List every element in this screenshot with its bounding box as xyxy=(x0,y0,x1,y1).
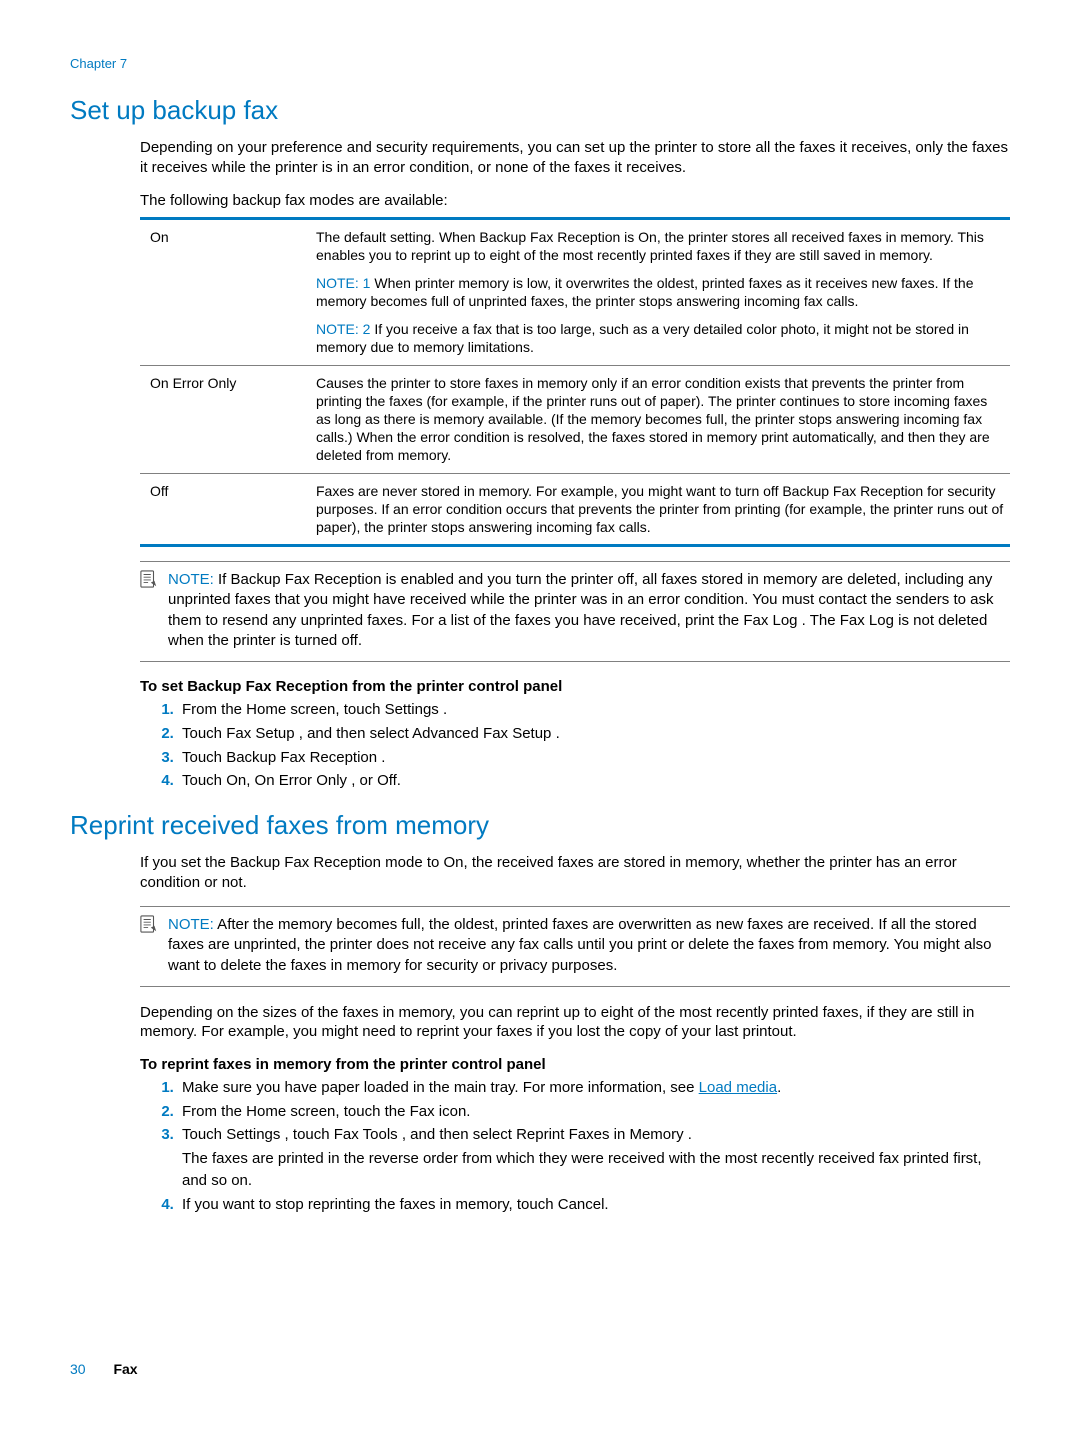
footer-section: Fax xyxy=(113,1361,137,1377)
table-row: On Error Only Causes the printer to stor… xyxy=(140,365,1010,473)
note-content: NOTE: If Backup Fax Reception is enabled… xyxy=(168,570,1010,651)
table-row: On The default setting. When Backup Fax … xyxy=(140,218,1010,365)
procedure-steps: Make sure you have paper loaded in the m… xyxy=(140,1077,1010,1216)
note-label: NOTE: xyxy=(168,571,214,588)
note-text: If you receive a fax that is too large, … xyxy=(316,321,969,355)
mode-text: The default setting. When Backup Fax Rec… xyxy=(316,228,1004,264)
mode-note-1: NOTE: 1 When printer memory is low, it o… xyxy=(316,274,1004,310)
step: Make sure you have paper loaded in the m… xyxy=(178,1077,1010,1099)
note-label: NOTE: 1 xyxy=(316,275,370,291)
procedure-steps: From the Home screen, touch Settings . T… xyxy=(140,699,1010,792)
intro-paragraph: If you set the Backup Fax Reception mode… xyxy=(140,853,1010,892)
note-label: NOTE: xyxy=(168,916,214,933)
step: If you want to stop reprinting the faxes… xyxy=(178,1194,1010,1216)
step-text-post: . xyxy=(777,1079,781,1096)
body-paragraph: Depending on the sizes of the faxes in m… xyxy=(140,1003,1010,1042)
note-content: NOTE: After the memory becomes full, the… xyxy=(168,915,1010,976)
mode-description: The default setting. When Backup Fax Rec… xyxy=(316,218,1010,365)
section-title-backup-fax: Set up backup fax xyxy=(70,95,1010,126)
table-lead-in: The following backup fax modes are avail… xyxy=(140,191,1010,211)
page-footer: 30 Fax xyxy=(70,1361,138,1377)
note-body: After the memory becomes full, the oldes… xyxy=(168,916,992,974)
step-text-pre: Make sure you have paper loaded in the m… xyxy=(182,1079,699,1096)
step-text: Touch Settings , touch Fax Tools , and t… xyxy=(182,1126,692,1143)
step: Touch Backup Fax Reception . xyxy=(178,747,1010,769)
step: Touch Settings , touch Fax Tools , and t… xyxy=(178,1124,1010,1191)
note-icon xyxy=(140,915,164,976)
section-title-reprint: Reprint received faxes from memory xyxy=(70,810,1010,841)
step: From the Home screen, touch Settings . xyxy=(178,699,1010,721)
step: Touch Fax Setup , and then select Advanc… xyxy=(178,723,1010,745)
step: From the Home screen, touch the Fax icon… xyxy=(178,1101,1010,1123)
mode-label: Off xyxy=(140,473,316,546)
note-icon xyxy=(140,570,164,651)
note-label: NOTE: 2 xyxy=(316,321,370,337)
step: Touch On, On Error Only , or Off. xyxy=(178,770,1010,792)
procedure-heading: To set Backup Fax Reception from the pri… xyxy=(140,678,1010,695)
mode-label: On xyxy=(140,218,316,365)
backup-modes-table: On The default setting. When Backup Fax … xyxy=(140,217,1010,548)
procedure-heading: To reprint faxes in memory from the prin… xyxy=(140,1056,1010,1073)
note-block: NOTE: If Backup Fax Reception is enabled… xyxy=(140,561,1010,662)
step-continuation: The faxes are printed in the reverse ord… xyxy=(182,1148,1010,1192)
table-row: Off Faxes are never stored in memory. Fo… xyxy=(140,473,1010,546)
note-block: NOTE: After the memory becomes full, the… xyxy=(140,906,1010,987)
mode-description: Causes the printer to store faxes in mem… xyxy=(316,365,1010,473)
intro-paragraph: Depending on your preference and securit… xyxy=(140,138,1010,177)
chapter-label: Chapter 7 xyxy=(70,56,1010,71)
mode-note-2: NOTE: 2 If you receive a fax that is too… xyxy=(316,320,1004,356)
note-body: If Backup Fax Reception is enabled and y… xyxy=(168,571,993,649)
mode-label: On Error Only xyxy=(140,365,316,473)
mode-description: Faxes are never stored in memory. For ex… xyxy=(316,473,1010,546)
load-media-link[interactable]: Load media xyxy=(699,1079,777,1096)
note-text: When printer memory is low, it overwrite… xyxy=(316,275,974,309)
page-number: 30 xyxy=(70,1361,86,1377)
